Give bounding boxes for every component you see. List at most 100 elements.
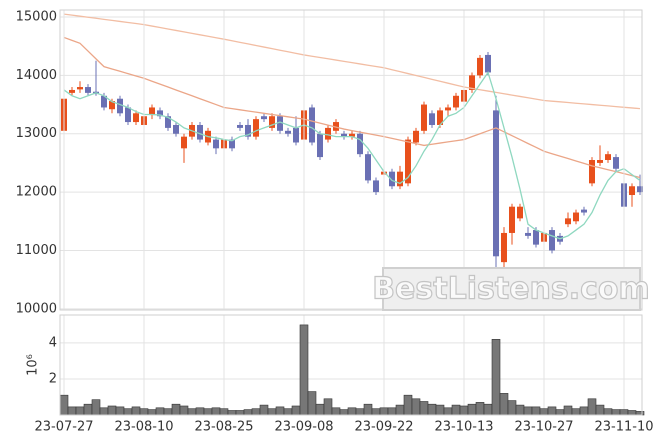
candle-body <box>157 110 163 117</box>
volume-bar <box>547 406 557 416</box>
candle-body <box>533 230 539 245</box>
volume-bar <box>131 406 141 416</box>
candle-body <box>477 57 483 76</box>
candle-body <box>389 171 395 187</box>
volume-bar <box>195 407 205 416</box>
candle-body <box>237 124 243 128</box>
candle-body <box>109 101 115 110</box>
x-tick-label: 23-08-25 <box>194 420 253 435</box>
volume-bar <box>179 405 189 416</box>
candle-body <box>77 87 83 90</box>
candle-body <box>517 206 523 219</box>
candle-body <box>317 133 323 158</box>
volume-bar <box>211 407 221 416</box>
candle-body <box>437 110 443 125</box>
volume-bar <box>307 391 317 416</box>
volume-bar <box>611 409 621 416</box>
volume-bar <box>459 405 469 416</box>
x-tick-label: 23-09-08 <box>274 420 333 435</box>
candle-body <box>229 139 235 149</box>
volume-bar <box>155 407 165 416</box>
volume-bar <box>219 408 229 416</box>
candle-body <box>245 124 251 137</box>
moving-average-line <box>63 70 641 240</box>
volume-bar <box>355 408 365 416</box>
volume-bar <box>603 408 613 416</box>
y-tick-label: 4 <box>49 335 57 350</box>
x-tick-label: 23-07-27 <box>34 420 93 435</box>
volume-bar <box>147 409 157 416</box>
x-tick-label: 23-08-10 <box>114 420 173 435</box>
candle-body <box>85 87 91 93</box>
volume-bar <box>627 410 637 416</box>
volume-bar <box>363 403 373 416</box>
candle-body <box>277 116 283 131</box>
candle-body <box>341 133 347 137</box>
watermark-box <box>382 267 641 311</box>
volume-bar <box>539 408 549 416</box>
candle-body <box>581 209 587 213</box>
candle-body <box>149 107 155 116</box>
volume-panel <box>59 314 643 416</box>
candle-body <box>485 54 491 73</box>
plot-layer <box>59 10 645 416</box>
candle-body <box>309 107 315 143</box>
volume-bar <box>379 407 389 416</box>
volume-bar <box>107 405 117 416</box>
candle-body <box>469 75 475 90</box>
volume-bar <box>395 404 405 416</box>
volume-bar <box>283 408 293 416</box>
price-panel <box>59 9 643 311</box>
candle-body <box>397 171 403 187</box>
candle-body <box>597 160 603 163</box>
volume-bar <box>619 409 629 416</box>
volume-bar <box>91 399 101 416</box>
volume-bar <box>427 403 437 416</box>
candle-body <box>357 133 363 155</box>
volume-bar <box>491 339 501 416</box>
volume-bar <box>299 324 309 416</box>
candle-body <box>493 110 499 257</box>
candle-body <box>453 95 459 108</box>
volume-bar <box>635 411 645 416</box>
volume-bar <box>475 402 485 416</box>
volume-bar <box>467 403 477 416</box>
candle-body <box>605 154 611 160</box>
candle-body <box>509 206 515 233</box>
volume-bar <box>235 410 245 416</box>
y-tick-label: 15000 <box>16 10 57 25</box>
candle-body <box>429 113 435 125</box>
volume-bar <box>99 407 109 416</box>
volume-bar <box>523 406 533 416</box>
volume-bar <box>531 406 541 416</box>
volume-bar <box>291 405 301 416</box>
candle-body <box>253 119 259 137</box>
candle-body <box>565 218 571 225</box>
volume-bar <box>259 404 269 416</box>
candle-body <box>613 157 619 169</box>
volume-bar <box>227 410 237 416</box>
candle-body <box>501 232 507 263</box>
candle-body <box>637 186 643 193</box>
volume-bar <box>595 404 605 416</box>
volume-bar <box>443 407 453 416</box>
candle-body <box>197 124 203 140</box>
candle-body <box>101 95 107 108</box>
volume-bar <box>451 404 461 416</box>
candle-body <box>573 212 579 222</box>
volume-bar <box>123 408 133 416</box>
y-tick-label: 10000 <box>16 301 57 316</box>
y-tick-label: 12000 <box>16 185 57 200</box>
volume-bar <box>499 393 509 416</box>
candle-body <box>525 232 531 236</box>
candle-body <box>405 139 411 184</box>
x-tick-label: 23-11-10 <box>594 420 653 435</box>
watermark: BestListens.com <box>372 267 650 311</box>
volume-bar <box>339 409 349 416</box>
candle-body <box>173 124 179 134</box>
volume-bar <box>387 407 397 416</box>
x-tick-label: 23-10-13 <box>434 420 493 435</box>
volume-bar <box>579 406 589 416</box>
y-tick-label: 14000 <box>16 68 57 83</box>
